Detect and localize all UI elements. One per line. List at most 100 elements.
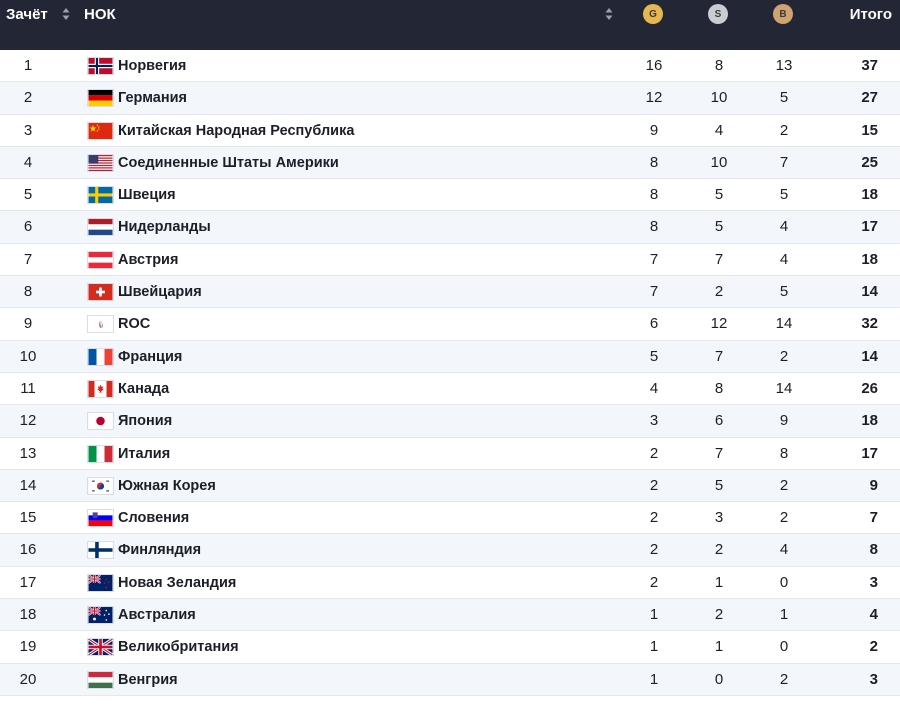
country-name[interactable]: Австрия <box>118 251 179 268</box>
table-row[interactable]: 13 Италия 2 7 8 17 <box>0 438 900 470</box>
country-name[interactable]: Франция <box>118 348 183 365</box>
country-name[interactable]: ROC <box>118 316 151 333</box>
country-name[interactable]: Соединенные Штаты Америки <box>118 154 339 171</box>
country-name[interactable]: Италия <box>118 445 171 462</box>
country-name[interactable]: Швеция <box>118 187 176 204</box>
gold-count: 2 <box>649 573 659 591</box>
total-column-header[interactable]: Итого <box>849 6 892 23</box>
silver-count: 12 <box>710 315 728 333</box>
gold-count: 6 <box>649 315 659 333</box>
slovenia-flag-icon <box>87 509 114 528</box>
total-count: 8 <box>869 541 878 559</box>
sort-icon[interactable] <box>605 7 613 21</box>
country-name[interactable]: Канада <box>118 380 170 397</box>
table-header: Зачёт НОК G S B Итого <box>0 0 900 50</box>
gold-count: 3 <box>649 412 659 430</box>
silver-count: 2 <box>714 283 724 301</box>
rank-cell: 16 <box>19 541 37 559</box>
table-row[interactable]: 17 Новая Зеландия 2 1 0 3 <box>0 567 900 600</box>
bronze-count: 13 <box>775 57 793 74</box>
table-row[interactable]: 16 Финляндия 2 2 4 8 <box>0 534 900 567</box>
table-row[interactable]: 11 Канада 4 8 14 26 <box>0 373 900 406</box>
bronze-count: 2 <box>779 670 789 688</box>
table-row[interactable]: 5 Швеция 8 5 5 18 <box>0 179 900 212</box>
total-count: 37 <box>861 57 878 74</box>
rank-cell: 6 <box>23 218 33 236</box>
china-flag-icon <box>87 121 114 140</box>
total-count: 14 <box>861 283 878 301</box>
country-name[interactable]: Германия <box>118 90 187 107</box>
bronze-count: 2 <box>779 509 789 527</box>
country-name[interactable]: Словения <box>118 510 190 527</box>
table-row[interactable]: 19 Великобритания 1 1 0 2 <box>0 631 900 664</box>
country-name[interactable]: Венгрия <box>118 671 178 688</box>
gold-count: 16 <box>645 57 663 74</box>
silver-count: 10 <box>710 153 728 171</box>
country-name[interactable]: Норвегия <box>118 58 187 74</box>
country-name[interactable]: Новая Зеландия <box>118 574 237 591</box>
total-count: 32 <box>861 315 878 333</box>
bronze-count: 0 <box>779 573 789 591</box>
norway-flag-icon <box>87 57 114 75</box>
table-row[interactable]: 15 Словения 2 3 2 7 <box>0 502 900 535</box>
country-name[interactable]: Южная Корея <box>118 477 216 494</box>
country-name[interactable]: Австралия <box>118 607 196 624</box>
country-name[interactable]: Китайская Народная Республика <box>118 122 355 139</box>
gold-medal-icon[interactable]: G <box>643 4 663 24</box>
country-name[interactable]: Япония <box>118 413 173 430</box>
total-count: 27 <box>861 89 878 107</box>
sort-icon[interactable] <box>62 7 70 21</box>
table-row[interactable]: 10 Франция 5 7 2 14 <box>0 340 900 373</box>
silver-count: 6 <box>714 412 724 430</box>
rank-cell: 7 <box>23 250 33 268</box>
silver-count: 8 <box>714 379 724 397</box>
table-row[interactable]: 8 Швейцария 7 2 5 14 <box>0 276 900 309</box>
rank-cell: 13 <box>19 444 37 462</box>
gold-count: 1 <box>649 638 659 656</box>
bronze-medal-icon[interactable]: B <box>773 4 793 24</box>
rank-cell: 14 <box>19 476 37 494</box>
table-row[interactable]: 6 Нидерланды 8 5 4 17 <box>0 211 900 244</box>
silver-count: 4 <box>714 121 724 139</box>
table-row[interactable]: 9 ROC 6 12 14 32 <box>0 308 900 341</box>
total-count: 14 <box>861 347 878 365</box>
gold-count: 1 <box>649 670 659 688</box>
rank-column-header[interactable]: Зачёт <box>6 6 48 23</box>
gold-count: 2 <box>649 444 659 462</box>
rank-cell: 3 <box>23 121 33 139</box>
silver-count: 5 <box>714 186 724 204</box>
silver-count: 1 <box>714 638 724 656</box>
france-flag-icon <box>87 347 114 366</box>
bronze-count: 4 <box>779 541 789 559</box>
table-row[interactable]: 18 Австралия 1 2 1 4 <box>0 599 900 632</box>
medal-table-body: 1 Норвегия 16 8 13 37 2 Германия 12 10 5 27 3 Китайск… <box>0 50 900 696</box>
bronze-count: 2 <box>779 121 789 139</box>
country-name[interactable]: Швейцария <box>118 284 202 301</box>
rank-cell: 15 <box>19 509 37 527</box>
total-count: 18 <box>861 186 878 204</box>
gold-count: 5 <box>649 347 659 365</box>
hungary-flag-icon <box>87 670 114 689</box>
table-row[interactable]: 1 Норвегия 16 8 13 37 <box>0 50 900 83</box>
table-row[interactable]: 2 Германия 12 10 5 27 <box>0 82 900 115</box>
table-row[interactable]: 14 Южная Корея 2 5 2 9 <box>0 469 900 503</box>
gold-count: 7 <box>649 283 659 301</box>
bronze-count: 5 <box>779 283 789 301</box>
gold-count: 1 <box>649 606 659 624</box>
silver-count: 2 <box>714 606 724 624</box>
table-row[interactable]: 12 Япония 3 6 9 18 <box>0 405 900 438</box>
rank-cell: 2 <box>23 89 33 107</box>
silver-medal-icon[interactable]: S <box>708 4 728 24</box>
silver-count: 3 <box>714 509 724 527</box>
table-row[interactable]: 3 Китайская Народная Республика 9 4 2 15 <box>0 115 900 147</box>
germany-flag-icon <box>87 89 114 108</box>
table-row[interactable]: 20 Венгрия 1 0 2 3 <box>0 663 900 696</box>
country-name[interactable]: Финляндия <box>118 542 202 559</box>
table-row[interactable]: 7 Австрия 7 7 4 18 <box>0 244 900 277</box>
noc-column-header[interactable]: НОК <box>84 6 116 23</box>
country-name[interactable]: Великобритания <box>118 639 239 656</box>
country-name[interactable]: Нидерланды <box>118 219 211 236</box>
gold-count: 2 <box>649 541 659 559</box>
table-row[interactable]: 4 Соединенные Штаты Америки 8 10 7 25 <box>0 146 900 180</box>
total-count: 18 <box>861 250 878 268</box>
